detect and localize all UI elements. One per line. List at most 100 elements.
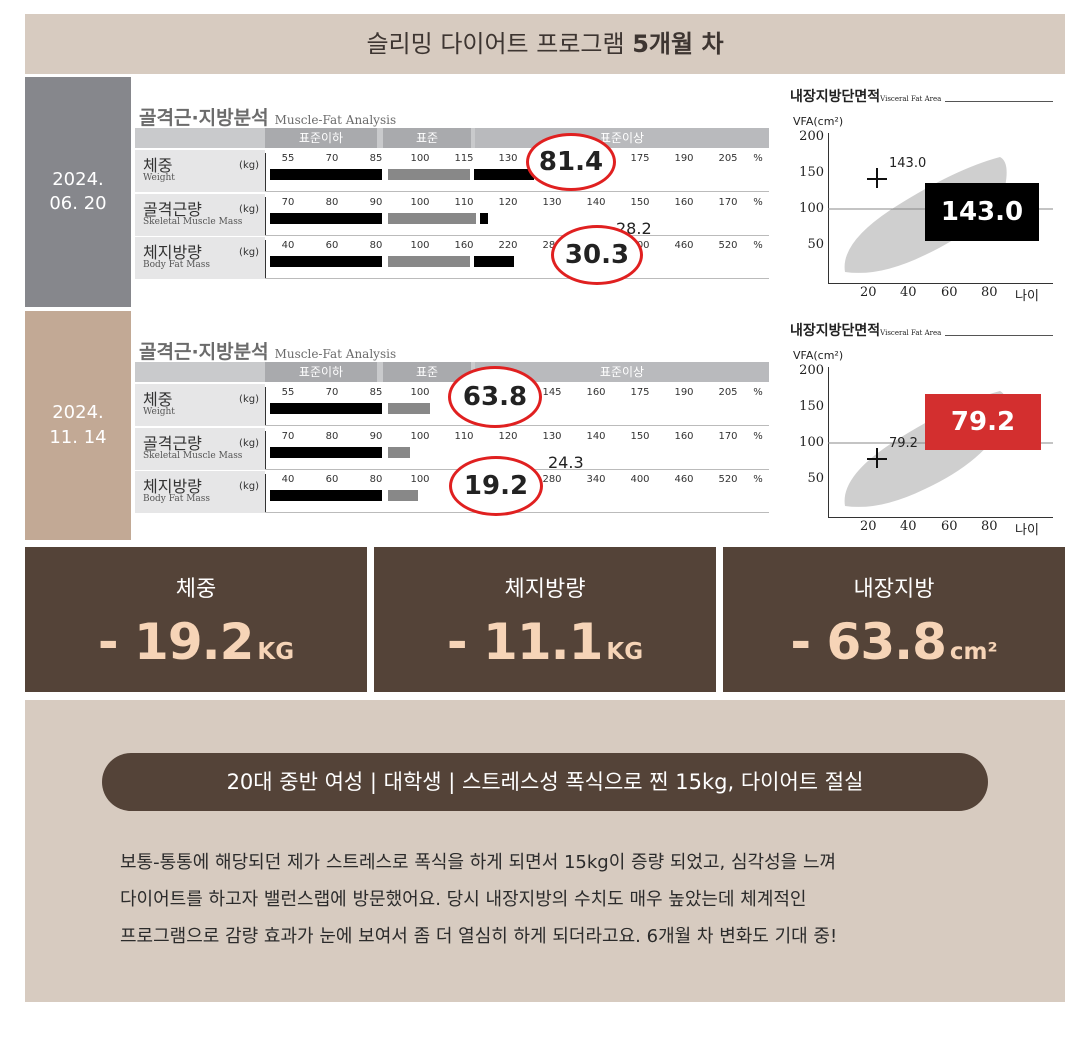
scale-tick-label: 220 (498, 240, 518, 251)
fat-highlight-circle: 30.3 (551, 225, 643, 285)
row-bar (270, 169, 382, 180)
y-tick-label: 150 (799, 399, 824, 414)
row-scale: 406080100160220280340400460520% (265, 474, 769, 512)
mfa-title: 골격근·지방분석 Muscle-Fat Analysis (139, 337, 396, 364)
scale-tick-label: 140 (586, 431, 606, 442)
vfa-point-label: 79.2 (889, 435, 918, 451)
scale-tick-label: 110 (454, 431, 474, 442)
vfa-value-box: 143.0 (925, 183, 1039, 241)
row-bar (388, 403, 430, 414)
scale-tick-label: 400 (630, 474, 650, 485)
scale-tick-label: 100 (410, 387, 430, 398)
row-label-en: Weight (143, 173, 175, 183)
y-tick-label: 50 (807, 237, 824, 252)
row-unit: (kg) (239, 204, 259, 215)
stat-unit: KG (606, 639, 644, 665)
scale-tick-label: 60 (325, 474, 339, 485)
x-tick-label: 20 (860, 285, 877, 300)
range-header-label: 표준이상 (475, 362, 769, 382)
scale-tick-label: 85 (369, 387, 383, 398)
weight-highlight-circle: 63.8 (448, 366, 542, 428)
x-axis (828, 283, 1053, 284)
scale-tick-label: 205 (718, 153, 738, 164)
title-rule (945, 101, 1053, 102)
scale-tick-label: 40 (281, 474, 295, 485)
weight-highlight-circle: 81.4 (526, 133, 616, 191)
y-tick-label: 150 (799, 165, 824, 180)
row-bar (270, 447, 382, 458)
row-label-en: Weight (143, 407, 175, 417)
stat-visceral-fat: 내장지방 - 63.8 cm² (723, 547, 1065, 692)
title-en: Muscle-Fat Analysis (274, 347, 397, 361)
x-tick-label: 40 (900, 519, 917, 534)
range-header-label: 표준 (383, 362, 471, 382)
scale-tick-label: 160 (674, 197, 694, 208)
row-unit: (kg) (239, 438, 259, 449)
scale-tick-label: 100 (410, 431, 430, 442)
review-line: 보통-통통에 해당되던 제가 스트레스로 폭식을 하게 되면서 15kg이 증량… (120, 852, 837, 873)
scale-tick-label: 130 (498, 153, 518, 164)
vfa-ylabel: VFA(cm²) (793, 349, 844, 362)
row-bar (270, 490, 382, 501)
range-header: 표준이하 표준 표준이상 (135, 128, 769, 148)
stat-unit: cm² (949, 639, 998, 665)
stat-number: - 11.1 (446, 613, 604, 671)
row-bar (270, 213, 382, 224)
y-tick-label: 100 (799, 201, 824, 216)
stat-label: 체지방량 (504, 577, 586, 602)
x-unit-label: 나이 (1015, 523, 1039, 538)
scale-tick-label: 100 (410, 474, 430, 485)
review-line: 다이어트를 하고자 밸런스랩에 방문했어요. 당시 내장지방의 수치도 매우 높… (120, 889, 807, 910)
review-text: 보통-통통에 해당되던 제가 스트레스로 폭식을 하게 되면서 15kg이 증량… (120, 844, 1000, 955)
analysis-row: 체중Weight(kg)5570851001151301451601751902… (135, 150, 769, 192)
vfa-title-en: Visceral Fat Area (880, 95, 942, 103)
vfa-value-box: 79.2 (925, 394, 1041, 450)
row-scale: 70 80 90 100 110 120 130 140 150 160 170% 24.3 (265, 431, 769, 472)
scale-tick-label: 85 (369, 153, 383, 164)
scale-tick-label: 190 (674, 153, 694, 164)
scale-tick-label: 205 (718, 387, 738, 398)
y-axis (828, 367, 829, 517)
scale-tick-label: 160 (454, 240, 474, 251)
row-label: 체지방량 Body Fat Mass (kg) (135, 471, 265, 513)
scale-tick-label: 190 (674, 387, 694, 398)
row-label-en: Skeletal Muscle Mass (143, 451, 243, 461)
vfa-chart-1: 내장지방단면적Visceral Fat Area VFA(cm²) 200 150 10… (785, 77, 1065, 307)
scale-tick-label: 280 (542, 474, 562, 485)
row-label-en: Body Fat Mass (143, 260, 211, 270)
stat-value: - 63.8 cm² (723, 613, 1065, 671)
vfa-title: 내장지방단면적Visceral Fat Area (790, 86, 941, 106)
title-rule (945, 335, 1053, 336)
y-tick-label: 200 (799, 129, 824, 144)
scale-tick-label: 460 (674, 240, 694, 251)
vfa-point-v (876, 168, 878, 189)
scale-tick-label: 145 (542, 387, 562, 398)
row-unit: (kg) (239, 481, 259, 492)
range-header-label: 표준이상 (475, 128, 769, 148)
scale-tick-label: 55 (281, 153, 295, 164)
row-label: 체중 Weight (kg) (135, 150, 265, 192)
stat-label: 체중 (175, 577, 217, 602)
row-label-ko: 체중 (143, 390, 173, 409)
scale-tick-label: 110 (454, 197, 474, 208)
vfa-ylabel: VFA(cm²) (793, 115, 844, 128)
vfa-title-ko: 내장지방단면적 (790, 89, 881, 105)
date-line1: 2024. (52, 402, 104, 424)
x-tick-label: 40 (900, 285, 917, 300)
scale-tick-label: 70 (281, 197, 295, 208)
scale-tick-label: 150 (630, 197, 650, 208)
scale-tick-label: 100 (410, 153, 430, 164)
vfa-title: 내장지방단면적Visceral Fat Area (790, 320, 941, 340)
x-unit-label: 나이 (1015, 289, 1039, 304)
stat-unit: KG (257, 639, 295, 665)
scale-tick-label: 55 (281, 387, 295, 398)
vfa-title-ko: 내장지방단면적 (790, 323, 881, 339)
scale-tick-label: 80 (325, 431, 339, 442)
scale-tick-label: 170 (718, 197, 738, 208)
range-header: 표준이하 표준 표준이상 (135, 362, 769, 382)
stat-body-fat: 체지방량 - 11.1 KG (374, 547, 716, 692)
row-bar (474, 169, 534, 180)
stat-value: - 19.2 KG (25, 613, 367, 671)
range-header-label: 표준 (383, 128, 471, 148)
